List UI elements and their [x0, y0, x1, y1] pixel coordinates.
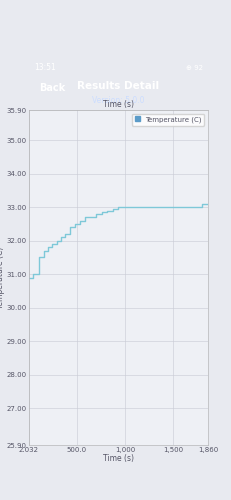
Text: ⊕ 92: ⊕ 92: [185, 64, 203, 70]
Text: 13:51: 13:51: [34, 63, 56, 72]
Text: Version: 5.0.0: Version: 5.0.0: [92, 96, 145, 105]
Title: Time (s): Time (s): [103, 100, 134, 110]
Legend: Temperature (C): Temperature (C): [132, 114, 204, 126]
X-axis label: Time (s): Time (s): [103, 454, 134, 464]
Y-axis label: Temperature (C): Temperature (C): [0, 246, 5, 308]
Text: Results Detail: Results Detail: [77, 81, 159, 91]
Text: Back: Back: [40, 82, 66, 92]
